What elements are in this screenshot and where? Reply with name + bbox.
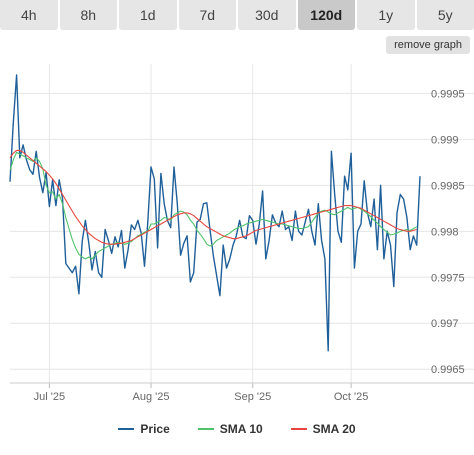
legend-swatch-price xyxy=(118,428,135,430)
y-tick-label: 0.999 xyxy=(431,134,459,146)
legend-label-sma-10: SMA 10 xyxy=(219,422,263,436)
legend-label-sma-20: SMA 20 xyxy=(312,422,356,436)
tab-120d[interactable]: 120d xyxy=(297,0,355,30)
tab-1y[interactable]: 1y xyxy=(357,0,415,30)
legend-swatch-sma-10 xyxy=(197,428,214,430)
y-tick-label: 0.9975 xyxy=(431,272,465,284)
tab-5y[interactable]: 5y xyxy=(416,0,474,30)
timeframe-tabs: 4h 8h 1d 7d 30d 120d 1y 5y xyxy=(0,0,474,30)
legend-swatch-sma-20 xyxy=(290,428,307,430)
x-tick-label: Oct '25 xyxy=(334,391,369,403)
y-tick-label: 0.9995 xyxy=(431,88,465,100)
legend-item-price[interactable]: Price xyxy=(118,422,170,436)
legend-label-price: Price xyxy=(140,422,170,436)
tab-4h[interactable]: 4h xyxy=(0,0,58,30)
x-tick-label: Jul '25 xyxy=(34,391,65,403)
sma-20-line xyxy=(9,149,417,245)
legend-item-sma-10[interactable]: SMA 10 xyxy=(197,422,263,436)
chart-legend: Price SMA 10 SMA 20 xyxy=(0,420,474,438)
tab-7d[interactable]: 7d xyxy=(178,0,236,30)
chart-grid xyxy=(10,64,474,388)
y-tick-label: 0.998 xyxy=(431,226,459,238)
chart-labels: 0.9965 0.997 0.9975 0.998 0.9985 0.999 0.9995 J… xyxy=(34,88,465,403)
x-tick-label: Sep '25 xyxy=(234,391,271,403)
x-tick-label: Aug '25 xyxy=(133,391,170,403)
tab-1d[interactable]: 1d xyxy=(119,0,177,30)
y-tick-label: 0.997 xyxy=(431,318,459,330)
tab-30d[interactable]: 30d xyxy=(238,0,296,30)
y-tick-label: 0.9985 xyxy=(431,180,465,192)
tab-8h[interactable]: 8h xyxy=(59,0,117,30)
price-chart: 0.9965 0.997 0.9975 0.998 0.9985 0.999 0.9995 J… xyxy=(9,64,474,403)
price-line xyxy=(9,74,421,352)
remove-graph-button[interactable]: remove graph xyxy=(386,36,470,54)
y-tick-label: 0.9965 xyxy=(431,364,465,376)
chart-series xyxy=(9,74,421,352)
sma-10-line xyxy=(9,151,417,260)
legend-item-sma-20[interactable]: SMA 20 xyxy=(290,422,356,436)
